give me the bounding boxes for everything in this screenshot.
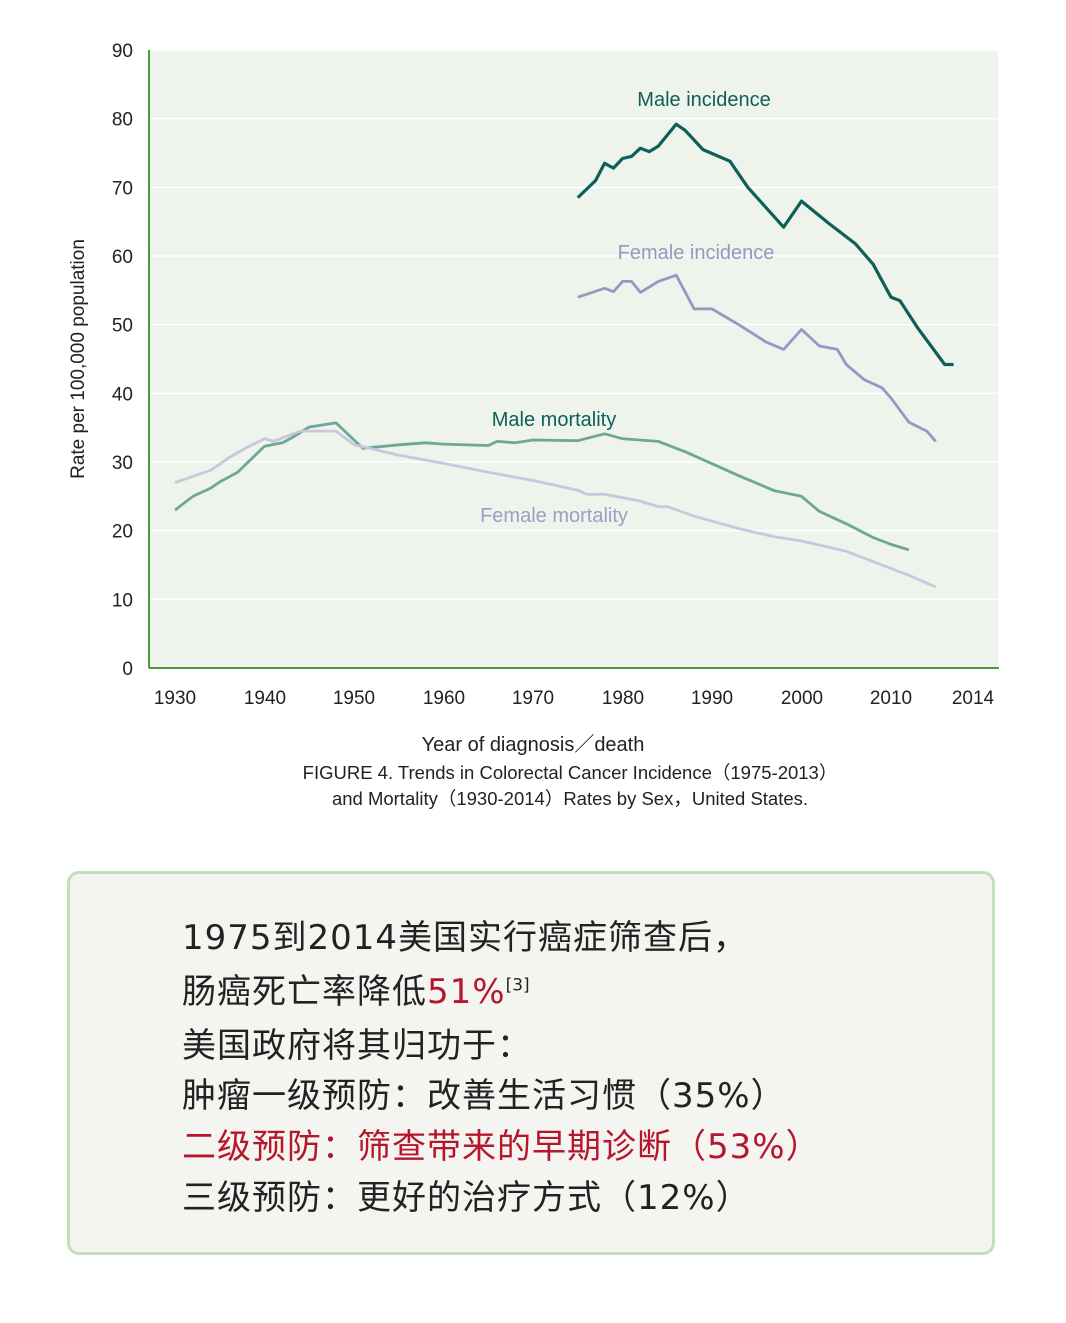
y-tick-labels: 0 10 20 30 40 50 60 70 80 90: [112, 41, 133, 680]
x-tick-1930: 1930: [154, 688, 196, 709]
summary-line-5: 二级预防：筛查带来的早期诊断（53%）: [182, 1127, 821, 1167]
series-male-incidence: [576, 122, 954, 367]
x-tick-1970: 1970: [512, 688, 554, 709]
y-tick-10: 10: [112, 590, 133, 611]
x-tick-2014: 2014: [952, 688, 995, 709]
x-tick-2000: 2000: [781, 688, 823, 709]
series-lines: [174, 122, 954, 589]
plot-background: [149, 50, 999, 668]
label-female-incidence: Female incidence: [618, 242, 775, 264]
series-female-incidence: [577, 273, 937, 443]
summary-line-4: 肿瘤一级预防：改善生活习惯（35%）: [182, 1076, 786, 1116]
summary-line-1: 1975到2014美国实行癌症筛查后，: [182, 918, 749, 958]
x-tick-1980: 1980: [602, 688, 644, 709]
label-male-incidence: Male incidence: [637, 89, 770, 111]
reference-marker: [3]: [505, 975, 530, 996]
y-tick-20: 20: [112, 522, 133, 543]
y-tick-0: 0: [122, 659, 133, 680]
y-tick-80: 80: [112, 110, 133, 131]
y-tick-40: 40: [112, 384, 133, 405]
summary-line-2-text: 肠癌死亡率降低: [182, 972, 427, 1012]
label-male-mortality: Male mortality: [492, 409, 616, 431]
figure-caption-line2: and Mortality（1930-2014）Rates by Sex，Uni…: [331, 788, 809, 809]
figure-caption-line1: FIGURE 4. Trends in Colorectal Cancer In…: [302, 762, 838, 783]
x-tick-1960: 1960: [423, 688, 465, 709]
y-tick-90: 90: [112, 41, 133, 62]
x-axis-label: Year of diagnosis／death: [421, 734, 645, 756]
x-tick-1950: 1950: [333, 688, 375, 709]
y-tick-30: 30: [112, 453, 133, 474]
summary-line-6: 三级预防：更好的治疗方式（12%）: [182, 1178, 751, 1218]
x-tick-1940: 1940: [244, 688, 286, 709]
y-axis-label: Rate per 100,000 population: [68, 239, 89, 479]
series-male-mortality: [174, 421, 910, 552]
grid-lines: [149, 49, 1000, 668]
series-female-mortality: [174, 429, 937, 589]
death-rate-reduction: 51%: [427, 972, 506, 1012]
x-tick-1990: 1990: [691, 688, 733, 709]
label-female-mortality: Female mortality: [480, 505, 628, 527]
y-tick-50: 50: [112, 316, 133, 337]
summary-box: [67, 871, 995, 1255]
y-tick-70: 70: [112, 178, 133, 199]
y-tick-60: 60: [112, 247, 133, 268]
line-chart: 0 10 20 30 40 50 60 70 80 90 1930 1940 1950 1960 1970…: [68, 41, 1000, 709]
summary-line-3: 美国政府将其归功于：: [182, 1026, 532, 1066]
x-tick-2010: 2010: [870, 688, 912, 709]
summary-line-2: 肠癌死亡率降低51%[3]: [182, 964, 530, 1013]
x-tick-labels: 1930 1940 1950 1960 1970 1980 1990 2000 2010 2014: [154, 688, 995, 709]
